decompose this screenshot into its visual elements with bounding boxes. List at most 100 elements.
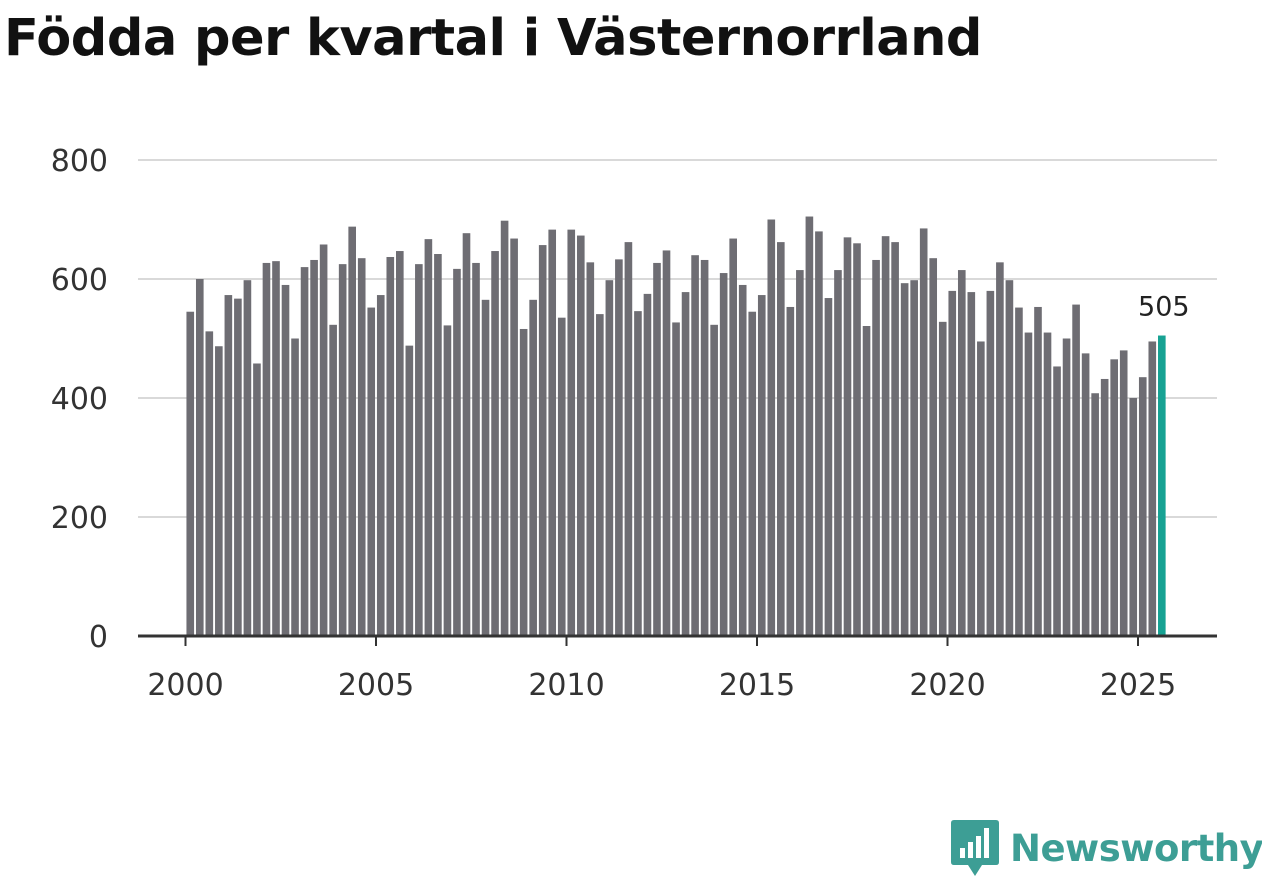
bar xyxy=(195,279,204,636)
bar xyxy=(672,322,680,636)
y-tick-label: 0 xyxy=(89,620,108,655)
bar xyxy=(757,295,766,636)
bar xyxy=(900,283,909,636)
bar xyxy=(872,259,880,636)
bar xyxy=(834,270,842,636)
bar xyxy=(1053,366,1061,636)
bar xyxy=(186,311,195,636)
bar xyxy=(510,238,518,637)
bar xyxy=(615,259,623,636)
bar xyxy=(729,238,737,637)
bar xyxy=(786,306,795,636)
bar-latest xyxy=(1158,335,1166,636)
bar xyxy=(281,284,290,636)
bar xyxy=(1043,332,1052,636)
bar xyxy=(853,243,861,637)
y-tick-label: 600 xyxy=(51,263,108,298)
bar xyxy=(700,259,709,636)
bar xyxy=(462,233,471,636)
bar xyxy=(424,239,433,636)
bar xyxy=(634,311,642,636)
bar xyxy=(1129,398,1138,636)
bar xyxy=(815,231,823,636)
x-tick-label: 2020 xyxy=(909,668,985,703)
bar xyxy=(1138,377,1147,636)
bar xyxy=(824,298,833,636)
bar xyxy=(376,295,385,636)
bar xyxy=(1148,341,1157,636)
bar xyxy=(338,264,347,637)
bar xyxy=(567,229,576,636)
bar-chart-speech-bubble-icon xyxy=(951,820,999,876)
bar xyxy=(862,326,871,636)
bar xyxy=(396,251,404,637)
bar xyxy=(1062,338,1071,636)
bar xyxy=(1091,393,1099,636)
latest-value-label: 505 xyxy=(1138,292,1190,323)
newsworthy-logo[interactable]: Newsworthy xyxy=(950,818,1262,878)
y-tick-label: 400 xyxy=(51,382,108,417)
bar xyxy=(910,280,918,636)
bar xyxy=(1100,378,1109,636)
labels: 0 200 400 600 800 505 2000 2005 2010 2015 2020 2025 xyxy=(51,144,1190,703)
bar xyxy=(643,293,652,637)
bar xyxy=(348,226,356,636)
bar xyxy=(1081,353,1090,637)
bars xyxy=(186,216,1166,637)
y-tick-label: 200 xyxy=(51,501,108,536)
bar xyxy=(415,264,423,637)
bar xyxy=(443,325,452,636)
bar xyxy=(1119,350,1128,636)
x-tick-label: 2025 xyxy=(1100,668,1176,703)
bar xyxy=(691,255,699,636)
bar xyxy=(576,235,585,636)
bar xyxy=(453,268,461,636)
bar xyxy=(881,236,890,636)
bar xyxy=(596,314,604,636)
bar xyxy=(557,317,566,636)
bar xyxy=(367,307,376,636)
bar xyxy=(957,270,966,636)
bar xyxy=(1005,280,1014,636)
bar xyxy=(472,262,480,636)
bar xyxy=(434,254,442,636)
bar xyxy=(948,290,957,636)
bar xyxy=(986,290,995,636)
logo-text: Newsworthy xyxy=(1010,826,1262,870)
bar xyxy=(748,311,757,636)
x-tick-label: 2010 xyxy=(528,668,604,703)
bar xyxy=(262,262,271,636)
bar xyxy=(777,242,785,637)
bar xyxy=(529,299,537,636)
axes xyxy=(138,634,1217,646)
bar xyxy=(291,338,299,636)
bar xyxy=(919,228,928,636)
bar xyxy=(805,216,814,636)
bar xyxy=(481,299,490,636)
x-tick-label: 2000 xyxy=(147,668,223,703)
x-tick-label: 2005 xyxy=(338,668,414,703)
bar xyxy=(357,258,366,636)
bar xyxy=(977,341,985,636)
bar xyxy=(796,270,804,636)
bar xyxy=(996,262,1004,636)
bar xyxy=(319,244,328,637)
bar xyxy=(653,262,661,636)
bar xyxy=(215,346,223,636)
bar xyxy=(967,292,976,636)
bar xyxy=(1024,332,1033,636)
bar xyxy=(929,258,938,636)
bar xyxy=(224,295,233,636)
chart-title: Födda per kvartal i Västernorrland xyxy=(4,9,982,68)
bar xyxy=(738,284,747,636)
bar xyxy=(205,331,214,636)
bar xyxy=(386,256,395,636)
bar xyxy=(710,324,718,636)
bar xyxy=(519,328,528,636)
x-tick-label: 2015 xyxy=(719,668,795,703)
bar xyxy=(253,363,261,636)
bar xyxy=(538,245,547,636)
bar xyxy=(491,251,499,637)
bar xyxy=(272,261,280,636)
y-tick-label: 800 xyxy=(51,144,108,179)
